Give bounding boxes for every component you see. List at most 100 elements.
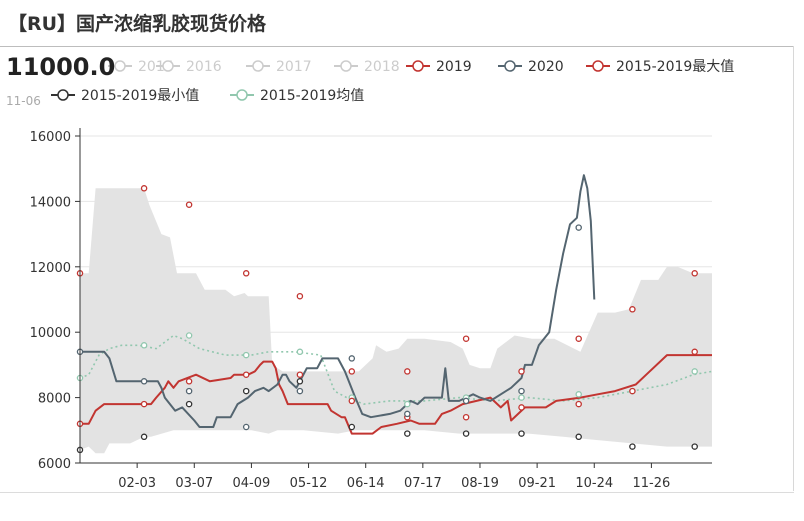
x-tick-label: 08-19 (461, 476, 499, 491)
max-marker (629, 306, 636, 313)
legend-symbol (252, 60, 264, 72)
marker-2019 (575, 400, 582, 408)
y-tick-label: 10000 (30, 326, 71, 341)
legend-item: 2017 (246, 59, 312, 75)
max-marker (575, 335, 582, 342)
x-tick-label: 09-21 (518, 476, 556, 491)
max-marker (140, 185, 148, 192)
min-marker (691, 443, 698, 450)
marker-2019 (462, 413, 470, 421)
series-markers (76, 185, 698, 454)
x-tick-label: 05-12 (290, 476, 328, 491)
x-tick-label: 07-17 (404, 476, 442, 491)
min-max-band (80, 188, 712, 454)
marker-2020 (185, 387, 193, 395)
legend-item: 2016 (156, 59, 222, 75)
mean-marker (185, 332, 193, 339)
min-marker (629, 443, 636, 450)
marker-2019 (242, 371, 250, 378)
mean-marker (296, 348, 304, 356)
mean-marker (404, 400, 411, 408)
min-marker (242, 387, 250, 395)
min-marker (575, 433, 582, 441)
legend-label: 2015-2019最小值 (81, 88, 199, 104)
max-marker (462, 335, 470, 342)
y-tick-label: 6000 (38, 457, 71, 472)
x-tick-label: 06-14 (347, 476, 385, 491)
marker-2020 (462, 397, 470, 405)
legend-item: 2018 (334, 59, 400, 75)
marker-2020 (518, 387, 525, 395)
legend: 2015 2016 2017 2018 2019 2020 2015-2019最大值2015… (51, 59, 734, 104)
marker-2019 (348, 397, 356, 405)
max-marker (518, 368, 525, 375)
bottom-panel (0, 492, 794, 521)
marker-2019 (629, 387, 636, 395)
panel-border (793, 46, 794, 491)
legend-item: 2019 (406, 59, 472, 75)
mean-marker (575, 391, 582, 398)
legend-item: 2015-2019均值 (230, 88, 364, 104)
y-tick-label: 12000 (30, 261, 71, 276)
x-tick-label: 04-09 (233, 476, 271, 491)
marker-2020 (296, 387, 304, 395)
legend-label: 2017 (276, 59, 312, 75)
tooltip-date: 11-06 (6, 94, 41, 108)
max-marker (348, 368, 356, 375)
x-tick-label: 03-07 (175, 476, 213, 491)
max-marker (404, 368, 411, 375)
legend-item: 2015-2019最大值 (586, 59, 734, 75)
legend-symbol (236, 89, 248, 101)
max-marker (242, 270, 250, 277)
legend-symbol (592, 60, 604, 72)
marker-2019 (296, 371, 304, 378)
marker-2019 (691, 348, 698, 356)
x-tick-label: 10-24 (575, 476, 613, 491)
mean-marker (691, 368, 698, 375)
marker-2020 (348, 355, 356, 362)
series-line-2019 (80, 354, 712, 435)
marker-2019 (185, 378, 193, 385)
min-marker (140, 433, 148, 441)
max-marker (296, 292, 304, 300)
min-marker (348, 423, 356, 431)
x-tick-label: 11-26 (633, 476, 671, 491)
marker-2020 (575, 224, 582, 231)
marker-2019 (518, 404, 525, 411)
legend-symbol (504, 60, 516, 72)
marker-2020 (404, 410, 411, 418)
min-marker (518, 430, 525, 437)
legend-symbol (57, 89, 69, 101)
marker-2019 (140, 400, 148, 408)
legend-symbol (162, 60, 174, 72)
legend-symbol (412, 60, 424, 72)
min-marker (462, 430, 470, 437)
x-tick-label: 02-03 (118, 476, 156, 491)
marker-2020 (242, 423, 250, 431)
mean-marker (518, 394, 525, 401)
y-tick-label: 16000 (30, 130, 71, 145)
marker-2020 (140, 378, 148, 385)
mean-marker (242, 351, 250, 359)
legend-label: 2015-2019均值 (260, 88, 364, 104)
legend-label: 2019 (436, 59, 472, 75)
legend-item: 2020 (498, 59, 564, 75)
legend-symbol (114, 60, 126, 72)
page-title: 【RU】国产浓缩乳胶现货价格 (8, 13, 267, 35)
series-line-2020 (80, 174, 596, 428)
title-divider (0, 46, 794, 47)
legend-label: 2018 (364, 59, 400, 75)
max-marker (185, 201, 193, 208)
y-tick-label: 14000 (30, 195, 71, 210)
series-lines (79, 174, 713, 435)
tooltip-value: 11000.0 (6, 53, 116, 81)
y-tick-label: 8000 (38, 392, 71, 407)
min-marker (296, 378, 304, 385)
legend-item: 2015-2019最小值 (51, 88, 199, 104)
min-marker (404, 430, 411, 437)
max-marker (691, 270, 698, 277)
min-marker (185, 400, 193, 408)
legend-label: 2016 (186, 59, 222, 75)
legend-symbol (340, 60, 352, 72)
